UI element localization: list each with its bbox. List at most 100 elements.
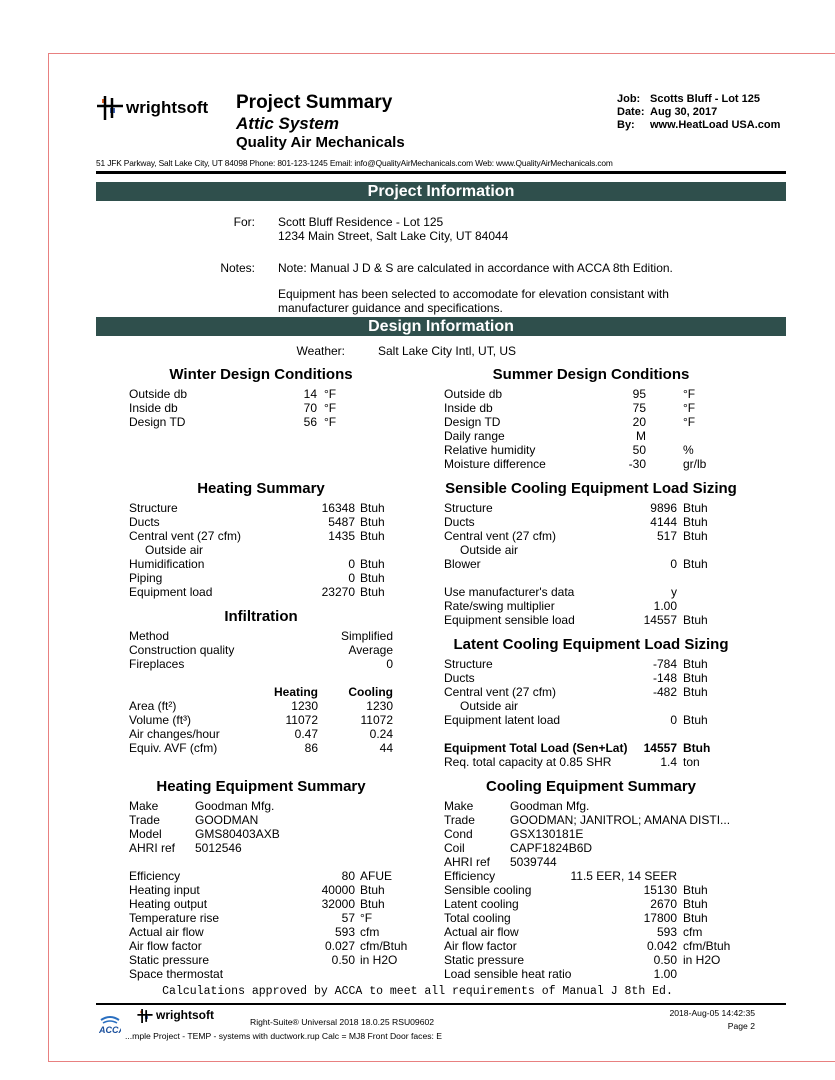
sensible-heading: Sensible Cooling Equipment Load Sizing (445, 480, 737, 497)
row-unit: Btuh (360, 585, 385, 599)
row-value: 1435 (328, 529, 355, 543)
row-value: 0 (670, 557, 677, 571)
row-unit: °F (324, 415, 337, 429)
design-conditions-grid: Winter Design Conditions Outside db 14 °F In… (120, 365, 742, 981)
summer-design-section: Summer Design Conditions Outside db 95 °F In… (440, 365, 742, 471)
section-gap (120, 599, 440, 607)
row-value: 517 (656, 529, 677, 543)
row-label: Ducts (129, 515, 160, 529)
row-label: Air flow factor (444, 939, 517, 953)
row-label: Central vent (27 cfm) (444, 685, 557, 699)
row-unit: Btuh (683, 613, 708, 627)
row-label: Trade (129, 813, 160, 827)
row-value: 16348 (321, 501, 355, 515)
meta-value: www.HeatLoad USA.com (650, 119, 781, 131)
row-unit: °F (683, 415, 696, 429)
row-value: 56 (303, 415, 317, 429)
row-label: Ducts (444, 515, 475, 529)
cooling-equipment-row: Sensible cooling 15130 Btuh (440, 883, 742, 897)
note-line: Equipment has been selected to accomodat… (278, 287, 669, 301)
row-label: Air changes/hour (129, 727, 220, 741)
row-unit: AFUE (360, 869, 393, 883)
row-value: Average (348, 643, 393, 657)
heating-summary-heading: Heating Summary (197, 480, 325, 497)
heating-equipment-row: Static pressure 0.50 in H2O (120, 953, 440, 967)
system-name: Attic System (236, 114, 339, 133)
row-unit: in H2O (360, 953, 398, 967)
heating-equipment-heading: Heating Equipment Summary (156, 778, 366, 795)
row-label: Static pressure (444, 953, 525, 967)
latent-heading: Latent Cooling Equipment Load Sizing (453, 636, 729, 653)
project-information-bar: Project Information (96, 182, 786, 201)
sensible-row: Blower 0 Btuh (440, 557, 742, 571)
row-label: Method (129, 629, 170, 643)
cooling-value: 0.24 (369, 727, 393, 741)
row-value: 593 (656, 925, 677, 939)
row-value: GMS80403AXB (195, 827, 280, 841)
footer-brand: wrightsoft (156, 1008, 214, 1022)
cooling-equipment-heading: Cooling Equipment Summary (485, 778, 696, 795)
page-number: Page 2 (727, 1021, 755, 1031)
heating-value: 1230 (291, 699, 318, 713)
col-heading-heating: Heating (273, 685, 318, 699)
row-unit: Btuh (360, 529, 385, 543)
row-value: 11.5 EER, 14 SEER (570, 869, 678, 883)
row-label: Heating input (129, 883, 200, 897)
row-label: Area (ft²) (129, 699, 177, 713)
cooling-equipment-row: Static pressure 0.50 in H2O (440, 953, 742, 967)
row-value: 5012546 (195, 841, 242, 855)
row-value: 14557 (643, 741, 677, 755)
row-value: 0.50 (653, 953, 677, 967)
sensible-row: Use manufacturer's data y (440, 585, 742, 599)
infiltration-table-header: Heating Cooling (120, 685, 440, 699)
row-unit: Btuh (683, 741, 711, 755)
row-label: Static pressure (129, 953, 210, 967)
row-unit: °F (683, 387, 696, 401)
row-label: Cond (444, 827, 473, 841)
sensible-row: Ducts 4144 Btuh (440, 515, 742, 529)
row-value: 57 (341, 911, 355, 925)
footer-wrightsoft-logo-icon (137, 1009, 153, 1023)
row-unit: Btuh (360, 897, 385, 911)
row-unit: Btuh (683, 529, 708, 543)
row-value: 5039744 (510, 855, 557, 869)
row-unit: ton (683, 755, 700, 769)
row-unit: cfm/Btuh (683, 939, 731, 953)
row-label: Model (129, 827, 162, 841)
heating-equipment-info-row: Make Goodman Mfg. (120, 799, 440, 813)
row-unit: cfm (360, 925, 380, 939)
row-label: Outside db (129, 387, 188, 401)
row-unit: Btuh (683, 713, 708, 727)
infiltration-table-row: Air changes/hour 0.47 0.24 (120, 727, 440, 741)
row-value: 40000 (321, 883, 355, 897)
row-value: 0.50 (331, 953, 355, 967)
row-value: 20 (632, 415, 646, 429)
meta-label: Date: (617, 106, 645, 118)
notes-label: Notes: (220, 261, 255, 275)
cooling-equipment-row: Total cooling 17800 Btuh (440, 911, 742, 925)
row-value: CAPF1824B6D (510, 841, 593, 855)
winter-row: Inside db 70 °F (120, 401, 440, 415)
row-label: Actual air flow (129, 925, 204, 939)
row-label: Sensible cooling (444, 883, 532, 897)
meta-value: Scotts Bluff - Lot 125 (650, 93, 761, 105)
heating-value: 11072 (285, 713, 318, 727)
heating-value: 86 (304, 741, 318, 755)
row-value: 32000 (321, 897, 355, 911)
cooling-equipment-row: Load sensible heat ratio 1.00 (440, 967, 742, 981)
footer-divider (96, 1003, 786, 1005)
row-value: 14557 (643, 613, 677, 627)
row-label: Structure (129, 501, 178, 515)
row-label: Air flow factor (129, 939, 202, 953)
row-value: 95 (632, 387, 646, 401)
row-unit: Btuh (683, 883, 708, 897)
heating-equipment-row: Space thermostat (120, 967, 440, 981)
wrightsoft-logo-icon (97, 96, 123, 120)
row-label: Actual air flow (444, 925, 519, 939)
acca-logo-icon: ACCA (99, 1016, 121, 1034)
design-information-bar: Design Information (96, 317, 786, 336)
row-label: Structure (444, 657, 493, 671)
row-unit: cfm/Btuh (360, 939, 408, 953)
row-label: Req. total capacity at 0.85 SHR (444, 755, 612, 769)
row-label: Equipment Total Load (Sen+Lat) (444, 741, 628, 755)
